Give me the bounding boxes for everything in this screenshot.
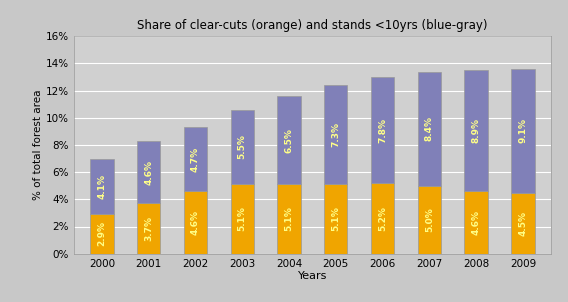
Text: 6.5%: 6.5% [285, 128, 294, 153]
Bar [231, 110, 254, 184]
Bar [511, 193, 534, 254]
Text: 5.1%: 5.1% [238, 207, 247, 231]
Text: 3.7%: 3.7% [144, 216, 153, 241]
Text: 4.5%: 4.5% [519, 210, 528, 236]
Bar [371, 77, 394, 183]
Text: 8.9%: 8.9% [471, 118, 481, 143]
Bar [511, 69, 534, 193]
Text: 4.1%: 4.1% [97, 174, 106, 199]
Bar [417, 72, 441, 186]
Bar [277, 184, 300, 254]
Bar [90, 214, 114, 254]
Text: 7.3%: 7.3% [331, 122, 340, 147]
Text: 4.6%: 4.6% [144, 160, 153, 185]
Bar [324, 184, 348, 254]
Y-axis label: % of total forest area: % of total forest area [33, 90, 43, 200]
Bar [184, 191, 207, 254]
Text: 5.1%: 5.1% [285, 207, 294, 231]
Text: 2.9%: 2.9% [97, 221, 106, 246]
Text: 5.2%: 5.2% [378, 206, 387, 231]
Text: 8.4%: 8.4% [425, 116, 434, 141]
Bar [277, 96, 300, 184]
Text: 4.6%: 4.6% [191, 210, 200, 235]
Bar [371, 183, 394, 254]
Bar [137, 141, 160, 204]
Bar [417, 186, 441, 254]
Bar [231, 184, 254, 254]
Text: 4.7%: 4.7% [191, 147, 200, 172]
Text: 5.0%: 5.0% [425, 207, 434, 232]
Text: 5.5%: 5.5% [238, 135, 247, 159]
Bar [137, 204, 160, 254]
Bar [90, 159, 114, 214]
Title: Share of clear-cuts (orange) and stands <10yrs (blue-gray): Share of clear-cuts (orange) and stands … [137, 19, 488, 32]
Bar [465, 191, 488, 254]
Text: 4.6%: 4.6% [471, 210, 481, 235]
Bar [184, 127, 207, 191]
Text: 9.1%: 9.1% [519, 118, 528, 143]
Bar [465, 70, 488, 191]
Bar [324, 85, 348, 184]
Text: 5.1%: 5.1% [331, 207, 340, 231]
X-axis label: Years: Years [298, 271, 327, 281]
Text: 7.8%: 7.8% [378, 117, 387, 143]
